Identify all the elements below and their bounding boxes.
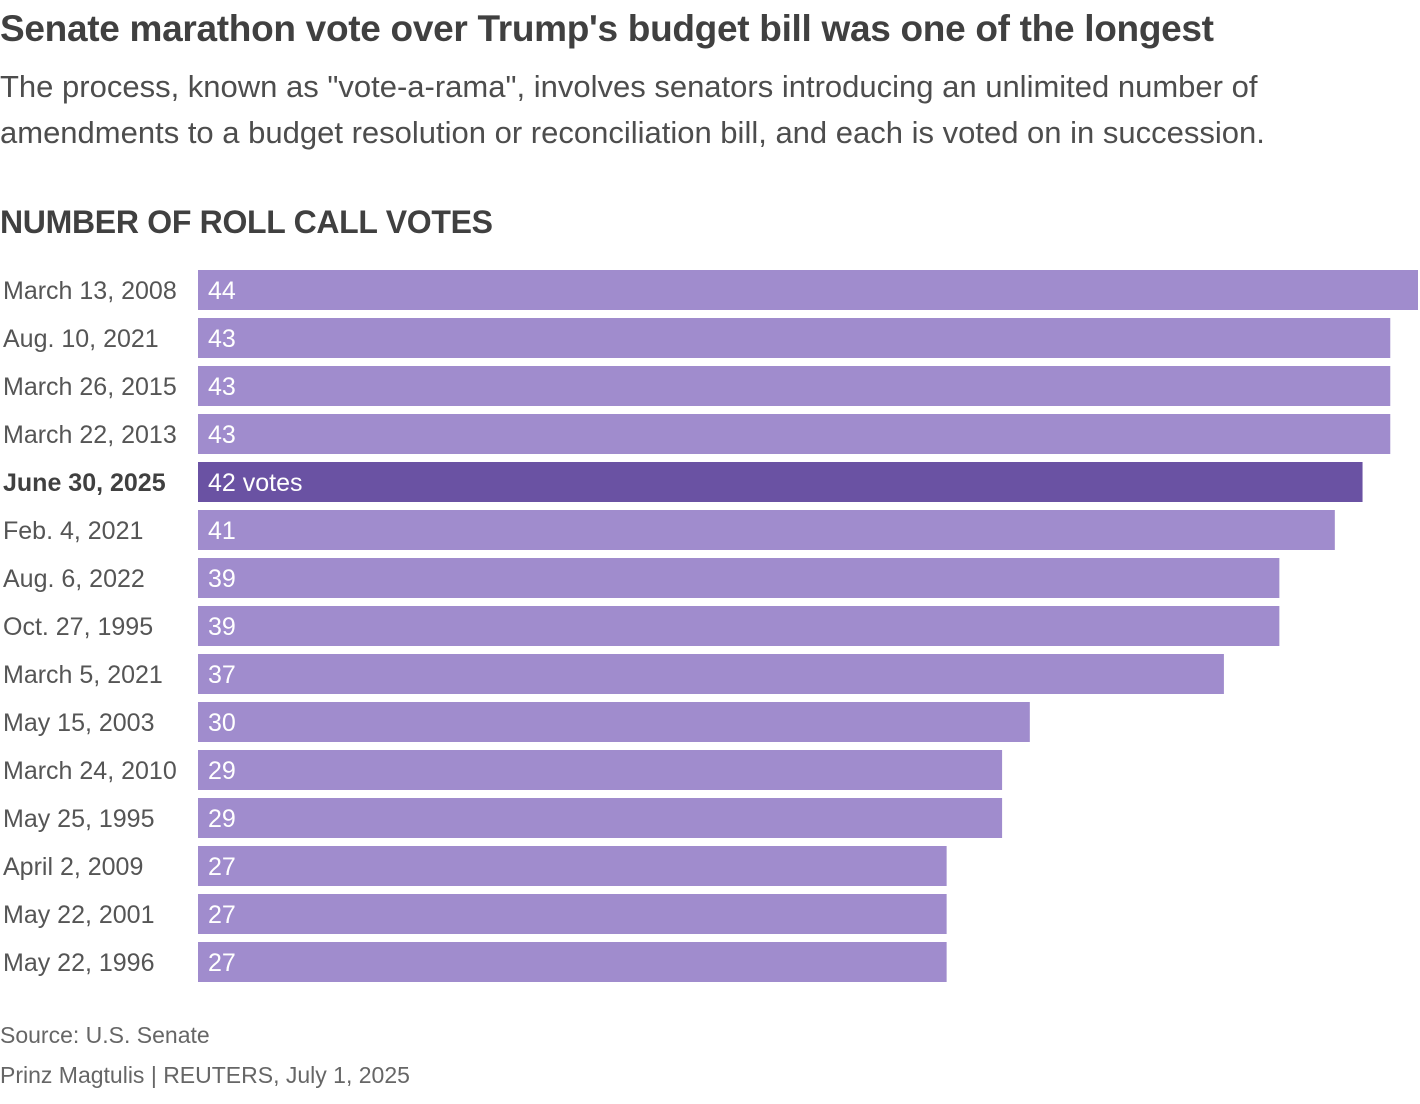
source-note: Source: U.S. Senate (0, 1022, 210, 1048)
category-label: Aug. 10, 2021 (3, 325, 159, 353)
category-label: March 5, 2021 (3, 661, 163, 689)
bar-value-label: 29 (208, 757, 236, 785)
category-label: May 15, 2003 (3, 709, 155, 737)
bar-value-label: 30 (208, 709, 236, 737)
bar-value-label: 42 votes (208, 469, 303, 497)
bar-value-label: 37 (208, 661, 236, 689)
bar (198, 654, 1224, 694)
chart-subtitle: The process, known as "vote-a-rama", inv… (0, 69, 1265, 150)
bar (198, 894, 947, 934)
bar-value-label: 29 (208, 805, 236, 833)
bar (198, 414, 1391, 454)
bar-value-label: 39 (208, 565, 236, 593)
bar-value-label: 44 (208, 277, 236, 305)
chart-title: Senate marathon vote over Trump's budget… (0, 8, 1214, 49)
category-label: May 25, 1995 (3, 805, 155, 833)
bar-value-label: 27 (208, 949, 236, 977)
bar (198, 318, 1391, 358)
bar (198, 366, 1391, 406)
bar (198, 270, 1418, 310)
bar-value-label: 41 (208, 517, 236, 545)
bar (198, 750, 1003, 790)
bar (198, 702, 1030, 742)
bar (198, 510, 1335, 550)
bar-chart: March 13, 2008 44 Aug. 10, 2021 43 March 26,… (3, 270, 1418, 982)
category-label: June 30, 2025 (3, 469, 166, 497)
bar-value-label: 43 (208, 421, 236, 449)
chart-heading: NUMBER OF ROLL CALL VOTES (0, 204, 493, 240)
bar (198, 558, 1280, 598)
bar (198, 942, 947, 982)
category-label: March 13, 2008 (3, 277, 177, 305)
bar-value-label: 27 (208, 853, 236, 881)
category-label: May 22, 1996 (3, 949, 155, 977)
bar (198, 798, 1003, 838)
bar-value-label: 27 (208, 901, 236, 929)
category-label: April 2, 2009 (3, 853, 143, 881)
category-label: May 22, 2001 (3, 901, 155, 929)
bar (198, 606, 1280, 646)
bar-value-label: 43 (208, 325, 236, 353)
category-label: Feb. 4, 2021 (3, 517, 143, 545)
category-label: March 26, 2015 (3, 373, 177, 401)
highlight-bar (198, 462, 1363, 502)
category-label: March 22, 2013 (3, 421, 177, 449)
bar-value-label: 39 (208, 613, 236, 641)
category-label: Oct. 27, 1995 (3, 613, 153, 641)
category-label: Aug. 6, 2022 (3, 565, 145, 593)
credit-line: Prinz Magtulis | REUTERS, July 1, 2025 (0, 1062, 410, 1088)
bar-value-label: 43 (208, 373, 236, 401)
bar (198, 846, 947, 886)
category-label: March 24, 2010 (3, 757, 177, 785)
